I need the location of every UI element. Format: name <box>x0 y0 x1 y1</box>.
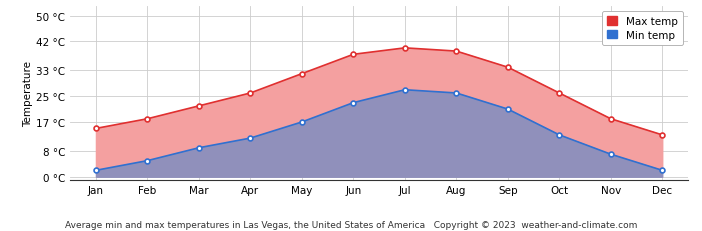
Legend: Max temp, Min temp: Max temp, Min temp <box>602 12 683 46</box>
Y-axis label: Temperature: Temperature <box>23 61 34 126</box>
Text: Average min and max temperatures in Las Vegas, the United States of America   Co: Average min and max temperatures in Las … <box>65 220 637 229</box>
